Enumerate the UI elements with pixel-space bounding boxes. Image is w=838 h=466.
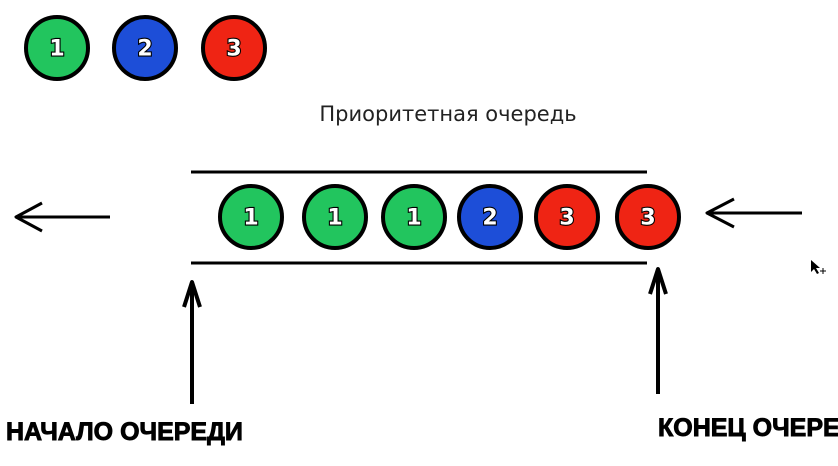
- queue-ball: 1: [218, 184, 284, 250]
- queue-ball: 3: [534, 184, 600, 250]
- queue-ball: 1: [381, 184, 447, 250]
- legend-ball-1-circle: [24, 15, 90, 81]
- queue-ball: 3: [615, 184, 681, 250]
- queue-ball: 1: [302, 184, 368, 250]
- queue-ball-number: 1: [243, 206, 258, 231]
- legend-ball-2-circle: [112, 15, 178, 81]
- queue-start-label: НАЧАЛО ОЧЕРЕДИ: [6, 418, 243, 446]
- diagram-title: Приоритетная очередь: [319, 102, 576, 126]
- legend-ball-2-number: 2: [137, 37, 152, 62]
- queue-ball-circle: [302, 184, 368, 250]
- queue-ball-number: 3: [640, 206, 655, 231]
- queue-ball: 2: [457, 184, 523, 250]
- mouse-cursor-icon: [811, 260, 826, 274]
- legend-ball-1-number: 1: [49, 37, 64, 62]
- queue-end-arrow-icon: [648, 267, 668, 394]
- queue-start-arrow-icon: [182, 280, 202, 404]
- legend-ball-3-number: 3: [226, 37, 241, 62]
- queue-items: 1 1 1 2 3 3: [218, 184, 681, 250]
- queue-ball-number: 1: [406, 206, 421, 231]
- legend-ball-1: 1: [24, 15, 90, 81]
- enqueue-arrow-icon: [705, 197, 802, 229]
- queue-ball-number: 3: [559, 206, 574, 231]
- dequeue-arrow-icon: [14, 201, 110, 233]
- legend-ball-3-circle: [201, 15, 267, 81]
- queue-ball-number: 2: [482, 206, 497, 231]
- queue-ball-circle: [534, 184, 600, 250]
- legend-ball-2: 2: [112, 15, 178, 81]
- queue-ball-circle: [381, 184, 447, 250]
- queue-ball-number: 1: [327, 206, 342, 231]
- priority-legend: 1 2 3: [24, 15, 267, 81]
- legend-ball-3: 3: [201, 15, 267, 81]
- queue-end-label: КОНЕЦ ОЧЕРЕДИ: [658, 414, 838, 442]
- queue-ball-circle: [218, 184, 284, 250]
- queue-ball-circle: [615, 184, 681, 250]
- queue-ball-circle: [457, 184, 523, 250]
